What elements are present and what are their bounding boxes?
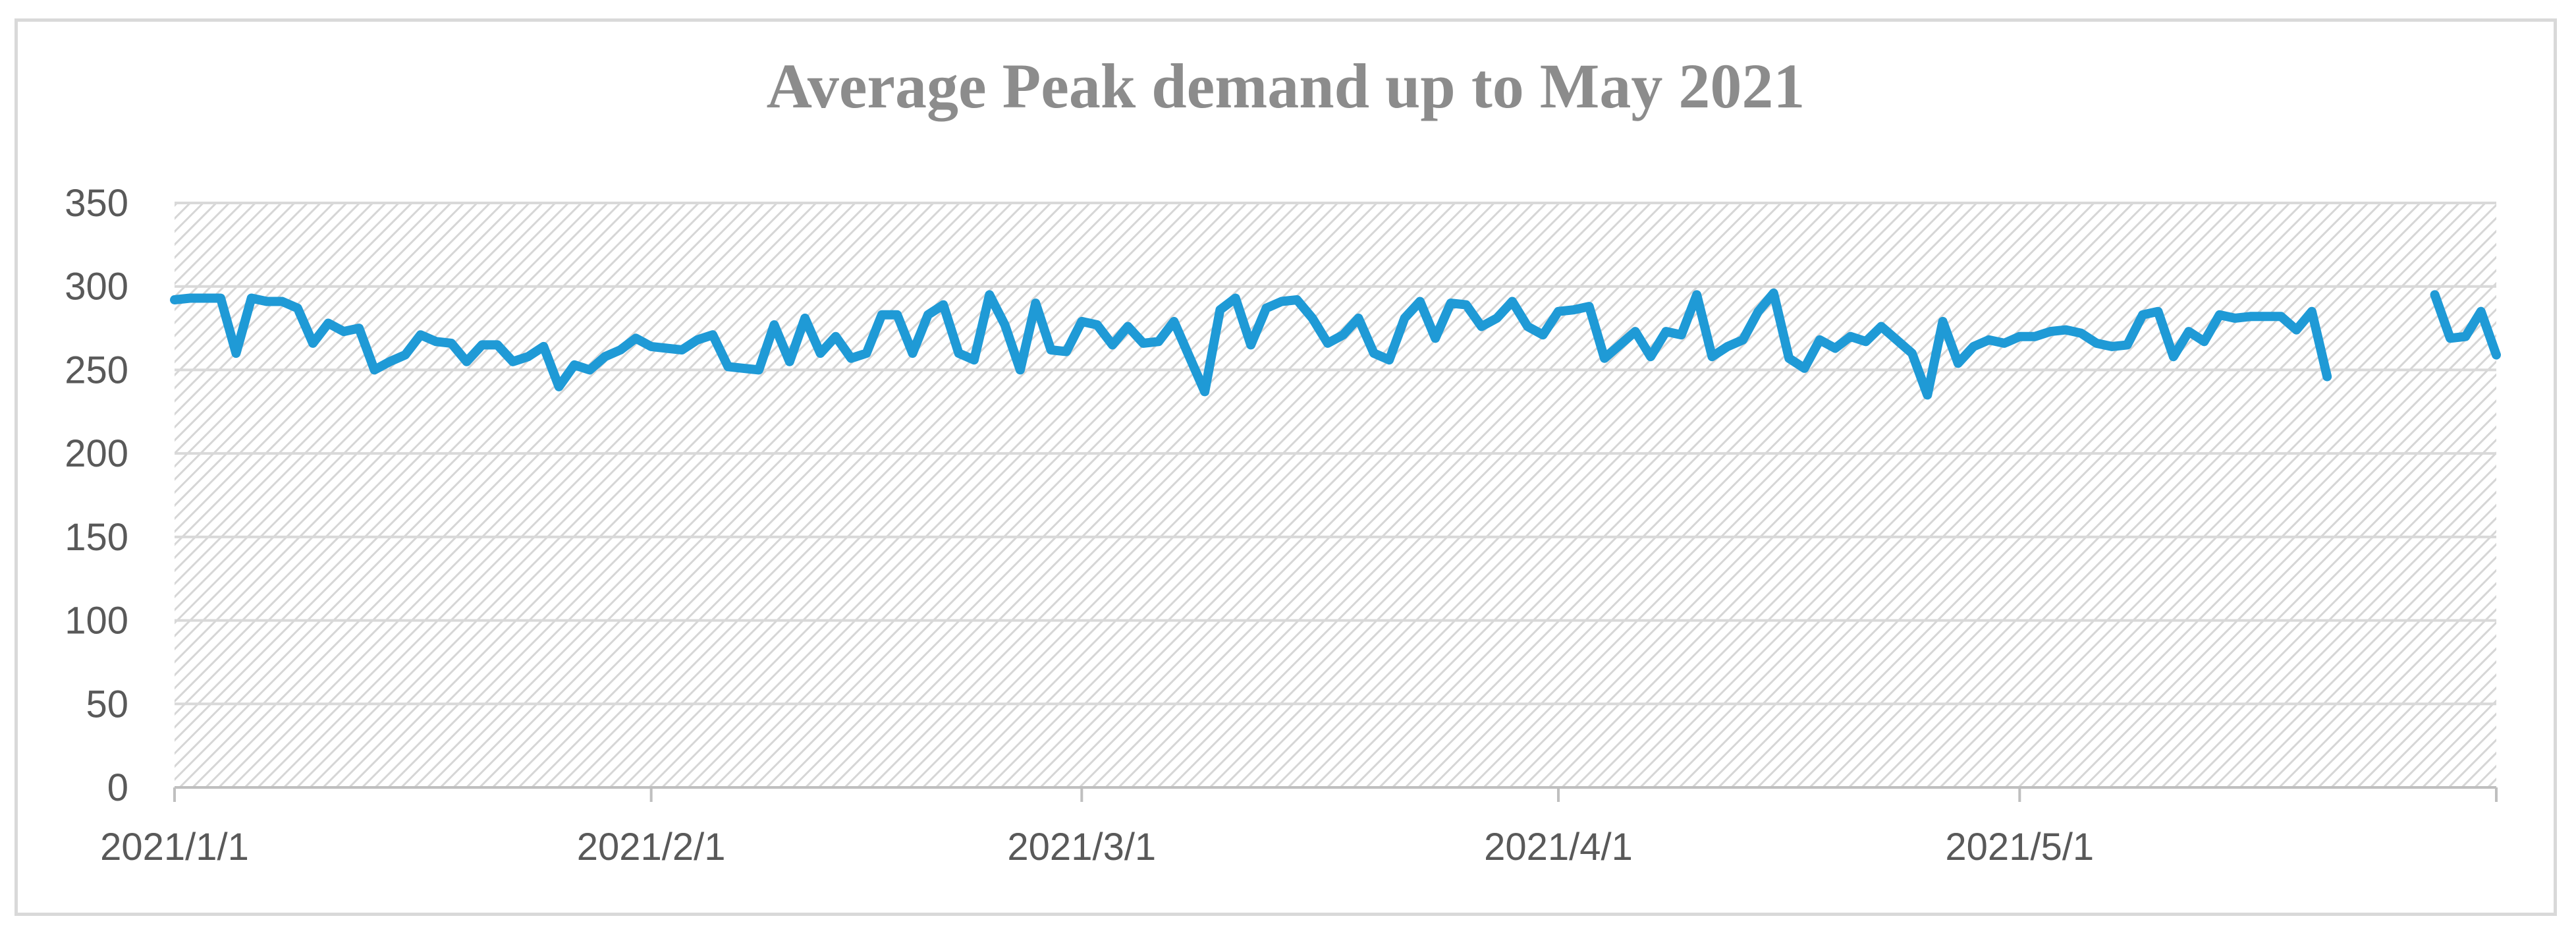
- x-tick-label: 2021/3/1: [1007, 826, 1156, 868]
- series-line-segment: [170, 288, 2332, 400]
- x-tick-label: 2021/5/1: [1945, 826, 2094, 868]
- x-tick-label: 2021/2/1: [577, 826, 726, 868]
- series-line-segment: [2430, 290, 2501, 360]
- line-chart: Average Peak demand up to May 2021 0 50 10…: [65, 51, 2501, 868]
- chart-title: Average Peak demand up to May 2021: [767, 51, 1805, 121]
- x-tick-label: 2021/4/1: [1484, 826, 1633, 868]
- y-tick-label: 0: [107, 766, 128, 809]
- y-tick-label: 200: [65, 432, 128, 475]
- y-tick-label: 150: [65, 516, 128, 559]
- y-tick-label: 50: [86, 683, 128, 725]
- chart-frame: Average Peak demand up to May 2021 0 50 10…: [14, 18, 2557, 916]
- plot-area: [175, 203, 2496, 787]
- y-tick-label: 300: [65, 266, 128, 308]
- x-tick-label: 2021/1/1: [100, 826, 249, 868]
- y-tick-label: 250: [65, 349, 128, 391]
- y-tick-label: 350: [65, 182, 128, 225]
- y-tick-label: 100: [65, 600, 128, 642]
